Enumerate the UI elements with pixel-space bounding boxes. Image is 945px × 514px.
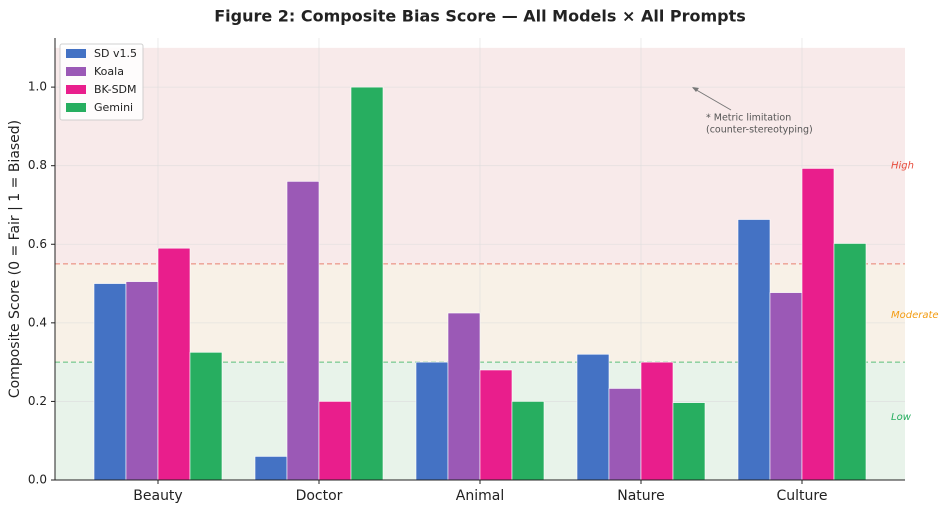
x-tick-label: Doctor xyxy=(296,488,343,504)
x-tick-label: Nature xyxy=(617,488,664,504)
legend-label: Koala xyxy=(94,65,124,78)
legend-label: BK-SDM xyxy=(94,83,137,96)
band-label: Low xyxy=(891,412,912,423)
bar xyxy=(511,401,545,481)
annotation: * Metric limitation xyxy=(706,113,791,124)
bar xyxy=(833,243,867,481)
y-tick-label: 1.0 xyxy=(28,80,47,94)
bar xyxy=(479,369,513,481)
x-tick-label: Animal xyxy=(456,488,504,504)
legend: SD v1.5 Koala BK-SDM Gemini xyxy=(59,43,144,121)
bar xyxy=(447,312,481,481)
y-tick-label: 0.2 xyxy=(28,394,47,408)
bar xyxy=(189,352,223,481)
bar xyxy=(801,168,835,481)
bar xyxy=(318,401,352,481)
legend-swatch xyxy=(66,67,86,76)
legend-label: Gemini xyxy=(94,101,133,114)
annotation-arrow xyxy=(692,87,732,111)
bar xyxy=(254,456,288,481)
bar xyxy=(608,388,642,481)
bar xyxy=(576,353,610,481)
band-label: High xyxy=(891,161,914,172)
band-label: Moderate xyxy=(891,310,939,321)
legend-box xyxy=(59,43,144,121)
legend-swatch xyxy=(66,103,86,112)
y-axis-label: Composite Score (0 = Fair | 1 = Biased) xyxy=(7,120,23,398)
legend-swatch xyxy=(66,49,86,58)
bar xyxy=(737,219,771,481)
y-tick-label: 0.4 xyxy=(28,315,47,329)
bar xyxy=(93,283,127,481)
annotation: (counter-stereotyping) xyxy=(706,125,813,136)
bar xyxy=(415,361,449,481)
annotation-arrowhead xyxy=(692,87,699,92)
bar xyxy=(350,86,384,481)
y-tick-label: 0.6 xyxy=(28,237,47,251)
y-tick-label: 0.0 xyxy=(28,473,47,487)
legend-label: SD v1.5 xyxy=(94,47,137,60)
bar xyxy=(286,181,320,481)
x-tick-label: Beauty xyxy=(133,488,182,504)
x-tick-label: Culture xyxy=(777,488,828,504)
bar xyxy=(640,361,674,481)
bar xyxy=(157,247,191,481)
legend-swatch xyxy=(66,85,86,94)
chart-title: Figure 2: Composite Bias Score — All Mod… xyxy=(214,7,746,26)
bar xyxy=(125,281,159,481)
bar xyxy=(672,402,706,481)
y-tick-label: 0.8 xyxy=(28,158,47,172)
bar xyxy=(769,292,803,481)
